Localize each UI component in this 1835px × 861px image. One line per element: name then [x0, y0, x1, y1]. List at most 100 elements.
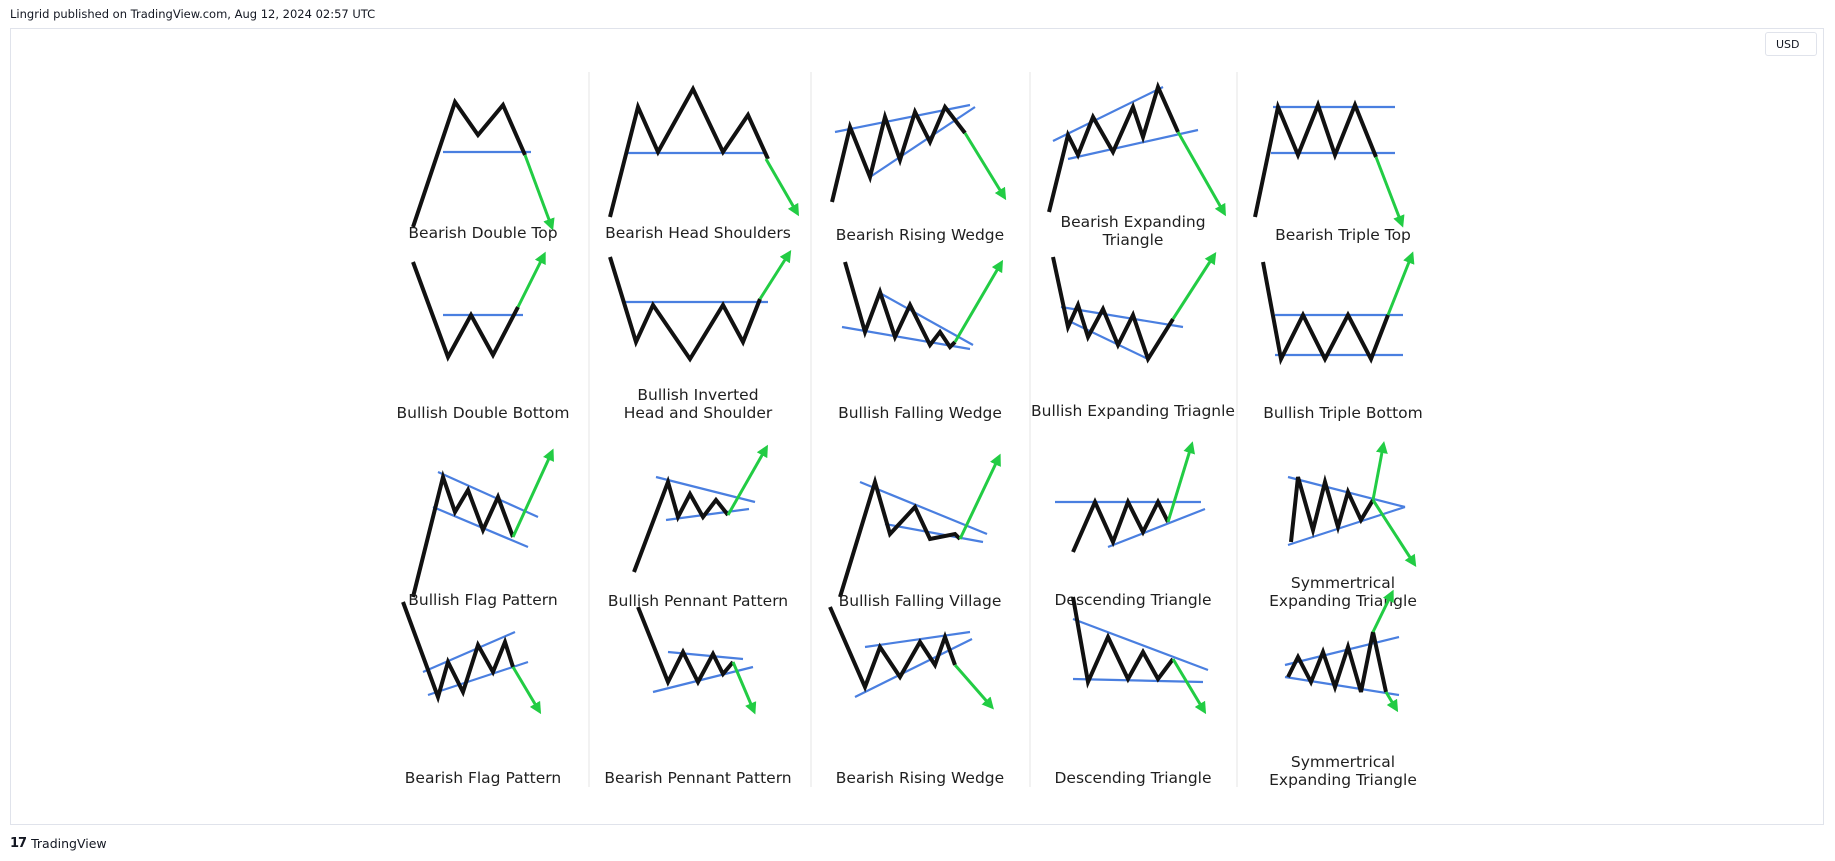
trendline: [834, 103, 971, 134]
breakout-arrow-icon: [726, 444, 768, 516]
breakout-arrow-icon: [1171, 251, 1217, 320]
pattern-label: Symmertrical Expanding Triangle: [1269, 574, 1417, 610]
pattern-cell: Bullish Double Bottom: [397, 251, 570, 422]
breakout-arrow-icon: [1171, 658, 1207, 715]
breakout-arrow-icon: [758, 249, 792, 300]
pattern-cell: Bullish Triple Bottom: [1261, 251, 1423, 422]
price-path: [608, 84, 770, 218]
pattern-label: Bearish Rising Wedge: [836, 769, 1004, 787]
price-path: [1071, 596, 1175, 689]
price-path: [411, 261, 520, 362]
breakout-arrow-icon: [731, 661, 757, 715]
breakout-arrow-icon: [953, 664, 994, 710]
breakout-arrow-icon: [1371, 499, 1417, 568]
price-path: [632, 475, 730, 573]
pattern-cell: Bullish Flag Pattern: [408, 448, 558, 609]
pattern-label: Bearish Head Shoulders: [605, 224, 791, 242]
trendline: [854, 638, 973, 698]
pattern-cell: Bullish Falling Wedge: [838, 259, 1004, 422]
pattern-cell: Descending Triangle: [1054, 441, 1212, 609]
price-path: [608, 256, 762, 363]
pattern-label: Symmertrical Expanding Triangle: [1269, 753, 1417, 789]
price-path: [636, 606, 735, 687]
breakout-arrow-icon: [958, 453, 1001, 540]
pattern-cell: Bearish Flag Pattern: [401, 601, 561, 787]
breakout-arrow-icon: [1386, 251, 1415, 316]
trendline: [869, 106, 976, 178]
trendline: [437, 470, 539, 519]
currency-button[interactable]: USD: [1765, 32, 1817, 56]
pattern-label: Bearish Pennant Pattern: [604, 769, 791, 787]
price-path: [1289, 474, 1375, 543]
trendline: [665, 507, 750, 522]
pattern-cell: Symmertrical Expanding Triangle: [1269, 441, 1417, 610]
pattern-cell: Bearish Triple Top: [1253, 99, 1411, 244]
pattern-label: Bullish Falling Village: [839, 592, 1002, 610]
breakout-arrow-icon: [511, 448, 554, 538]
pattern-label: Descending Triangle: [1054, 591, 1211, 609]
trendline: [1072, 617, 1209, 672]
pattern-label: Bullish Expanding Triagnle: [1031, 402, 1235, 420]
price-path: [830, 103, 967, 203]
pattern-label: Bearish Triple Top: [1275, 226, 1411, 244]
price-path: [411, 97, 527, 228]
breakout-arrow-icon: [1166, 441, 1195, 523]
pattern-cell: Bearish Double Top: [408, 97, 558, 242]
pattern-cell: Symmertrical Expanding Triangle: [1269, 589, 1417, 789]
pattern-label: Bearish Flag Pattern: [405, 769, 561, 787]
pattern-label: Bullish Flag Pattern: [408, 591, 557, 609]
pattern-label: Descending Triangle: [1054, 769, 1211, 787]
publisher-line: Lingrid published on TradingView.com, Au…: [10, 7, 376, 21]
pattern-cell: Bearish Rising Wedge: [830, 103, 1007, 244]
pattern-cell: Bearish Head Shoulders: [605, 84, 799, 242]
chart-patterns-illustration: Bearish Double Top Bearish Head Shoulders…: [397, 72, 1423, 789]
pattern-label: Bearish Double Top: [408, 224, 557, 242]
price-path: [843, 261, 957, 351]
price-path: [411, 469, 515, 598]
trendline: [1052, 86, 1164, 142]
column-separators: [588, 72, 1238, 787]
pattern-label: Bullish Falling Wedge: [838, 404, 1002, 422]
pattern-label: Bearish Expanding Triangle: [1060, 213, 1205, 249]
trendline: [1284, 675, 1400, 697]
breakout-arrow-icon: [963, 132, 1007, 201]
price-path: [1071, 497, 1170, 553]
trendline: [1107, 507, 1206, 549]
price-path: [1286, 631, 1388, 694]
breakout-arrow-icon: [1371, 441, 1388, 501]
pattern-cell: Bullish Inverted Head and Shoulder: [608, 249, 792, 422]
pattern-label: Bullish Triple Bottom: [1263, 404, 1423, 422]
trendline: [422, 630, 516, 674]
trendline: [864, 630, 971, 649]
tradingview-logo-icon: 17: [10, 836, 27, 851]
brand-name: TradingView: [31, 836, 107, 851]
pattern-label: Bullish Double Bottom: [397, 404, 570, 422]
price-path: [1047, 81, 1180, 213]
trendline: [1067, 128, 1199, 161]
pattern-cell: Bearish Expanding Triangle: [1047, 81, 1226, 249]
chart-frame: USD: [10, 28, 1824, 825]
breakout-arrow-icon: [1374, 156, 1405, 228]
pattern-cell: Bearish Rising Wedge: [828, 606, 1004, 787]
breakout-arrow-icon: [1371, 589, 1394, 633]
breakout-arrow-icon: [1384, 691, 1399, 713]
pattern-cell: Bearish Pennant Pattern: [604, 606, 792, 787]
price-path: [1051, 256, 1175, 364]
trendline: [884, 522, 984, 544]
pattern-cell: Descending Triangle: [1054, 596, 1212, 787]
pattern-label: Bearish Rising Wedge: [836, 226, 1004, 244]
price-path: [838, 474, 962, 598]
footer-brand: 17 TradingView: [10, 836, 107, 851]
price-path: [1261, 261, 1390, 366]
pattern-cell: Bullish Falling Village: [838, 453, 1002, 610]
pattern-label: Bullish Pennant Pattern: [608, 592, 788, 610]
price-path: [1253, 99, 1378, 218]
price-path: [401, 601, 515, 704]
pattern-cell: Bullish Pennant Pattern: [608, 444, 788, 610]
trendline: [1072, 677, 1204, 684]
breakout-arrow-icon: [1176, 131, 1226, 217]
price-path: [828, 606, 957, 693]
trendline: [1287, 505, 1406, 547]
breakout-arrow-icon: [953, 259, 1004, 343]
pattern-label: Bullish Inverted Head and Shoulder: [624, 386, 773, 422]
